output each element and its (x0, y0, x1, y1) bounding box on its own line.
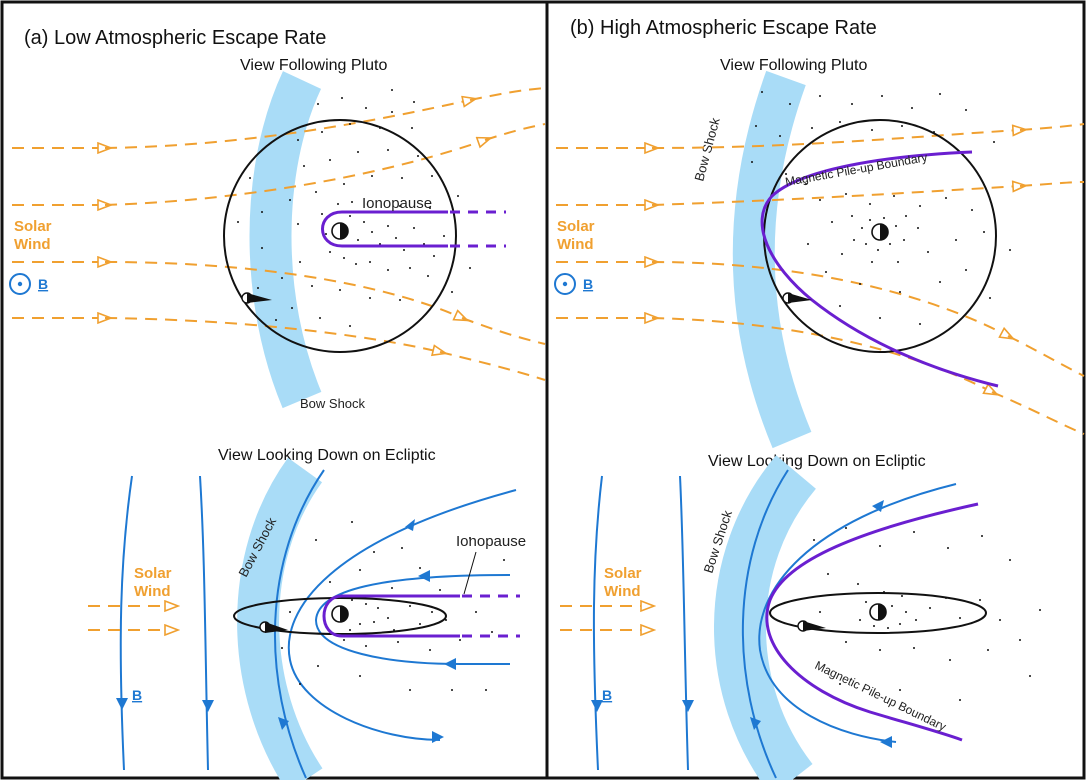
ionopause-leader-line (463, 551, 477, 595)
solar-wind-line (439, 351, 546, 381)
magnetic-pileup-boundary-b-bottom (765, 502, 979, 742)
field-line (592, 475, 603, 771)
solar-wind-label-b-bottom: Solar (604, 565, 642, 582)
field-arrow (405, 519, 415, 531)
charon-orbit-b-bottom (769, 592, 987, 634)
field-arrow (432, 731, 444, 743)
b-field-dot-icon (562, 281, 568, 287)
b-field-out-of-page-icon (554, 273, 576, 295)
bow-shock-band-a-top (249, 71, 322, 409)
solar-wind-label-b-bottom-2: Wind (604, 583, 641, 600)
ion-particles-a-bottom (259, 521, 505, 691)
solar-wind-label-a-bottom-2: Wind (134, 583, 171, 600)
ionopause-boundary-a-top (321, 210, 448, 248)
solar-wind-line (104, 261, 462, 318)
panel-a-title: (a) Low Atmospheric Escape Rate (24, 27, 326, 49)
b-field-label-a-top: B (38, 276, 48, 292)
magnetic-field-lines-b-bottom (591, 469, 957, 779)
field-arrow (116, 698, 128, 710)
field-arrow (872, 500, 884, 512)
bow-shock-band-b-top (732, 70, 812, 449)
field-line (199, 475, 209, 771)
solar-wind-line (651, 317, 992, 392)
view-title-a-bottom: View Looking Down on Ecliptic (218, 447, 436, 464)
solar-wind-label-a-bottom: Solar (134, 565, 172, 582)
solar-wind-line (484, 123, 546, 141)
field-line (274, 469, 325, 779)
solar-wind-lines-b-top (556, 123, 1085, 435)
solar-wind-line (651, 261, 1008, 336)
field-arrow (591, 700, 603, 712)
pluto-icon (331, 222, 349, 240)
solar-wind-line (104, 100, 470, 149)
b-field-out-of-page-icon (9, 273, 31, 295)
solar-wind-line (1019, 123, 1085, 131)
panel-b-title: (b) High Atmospheric Escape Rate (570, 17, 877, 39)
charon-icon (241, 292, 272, 304)
mpb-label-b-top: Magnetic Pile-up Boundary (784, 150, 928, 189)
charon-icon (797, 620, 826, 632)
field-arrow (202, 700, 214, 712)
field-line (758, 483, 957, 743)
solar-wind-line (469, 87, 546, 101)
solar-wind-lines-a-top (12, 87, 546, 381)
panel-a-top-view: View Following Pluto Solar Wind B (9, 57, 546, 411)
view-title-b-bottom: View Looking Down on Ecliptic (708, 453, 926, 470)
field-line (741, 469, 789, 779)
field-arrow (750, 717, 761, 730)
bow-shock-band-b-bottom (714, 455, 817, 780)
magnetic-field-lines-a-bottom (116, 469, 517, 779)
solar-wind-line (651, 186, 1020, 206)
ion-particles-b-top (751, 91, 1011, 325)
solar-wind-label-b-top-2: Wind (557, 236, 594, 253)
field-line (287, 489, 517, 741)
solar-wind-line (1019, 181, 1085, 187)
magnetic-pileup-boundary-b-top (760, 150, 999, 388)
solar-wind-line (1007, 335, 1085, 377)
charon-orbit-a-bottom (233, 597, 447, 635)
pluto-icon (869, 603, 887, 621)
ion-particles-a-top (237, 89, 471, 327)
panel-b-bottom-view: View Looking Down on Ecliptic Bow Shock … (560, 453, 1041, 780)
bow-shock-label-b-top: Bow Shock (691, 116, 722, 183)
bow-shock-band-a-bottom (237, 457, 323, 780)
ionopause-label-a-top: Ionopause (362, 195, 432, 212)
solar-wind-label-a-top-2: Wind (14, 236, 51, 253)
ion-particles-b-bottom (813, 527, 1041, 701)
field-line (119, 475, 133, 771)
charon-orbit-a-top (223, 119, 457, 353)
field-arrow (444, 658, 456, 670)
charon-icon (782, 292, 812, 304)
solar-wind-line (651, 130, 1020, 149)
b-field-label-b-bottom: B (602, 687, 612, 703)
pluto-icon (871, 223, 889, 241)
solar-wind-line (104, 140, 485, 206)
field-line (314, 574, 511, 665)
field-line (679, 475, 689, 771)
panel-a-bottom-view: View Looking Down on Ecliptic Solar Wind… (88, 447, 526, 780)
b-field-label-a-bottom: B (132, 687, 142, 703)
field-arrow (278, 717, 289, 730)
b-field-dot-icon (17, 281, 23, 287)
solar-wind-label-b-top: Solar (557, 218, 595, 235)
view-title-b-top: View Following Pluto (720, 57, 867, 74)
view-title-a-top: View Following Pluto (240, 57, 387, 74)
ionopause-label-a-bottom: Ionopause (456, 533, 526, 550)
field-arrow (682, 700, 694, 712)
field-arrow (880, 736, 892, 748)
solar-wind-label-a-top: Solar (14, 218, 52, 235)
bow-shock-label-a-top: Bow Shock (300, 396, 366, 411)
solar-wind-line (461, 317, 546, 345)
solar-wind-line (104, 317, 440, 352)
pluto-icon (331, 605, 349, 623)
charon-icon (259, 621, 288, 633)
ionopause-boundary-a-bottom (322, 594, 460, 638)
b-field-label-b-top: B (583, 276, 593, 292)
field-arrow (418, 570, 430, 582)
panel-b-top-view: View Following Pluto Bow Shock Solar Win… (554, 57, 1085, 449)
solar-wind-line (991, 391, 1085, 435)
